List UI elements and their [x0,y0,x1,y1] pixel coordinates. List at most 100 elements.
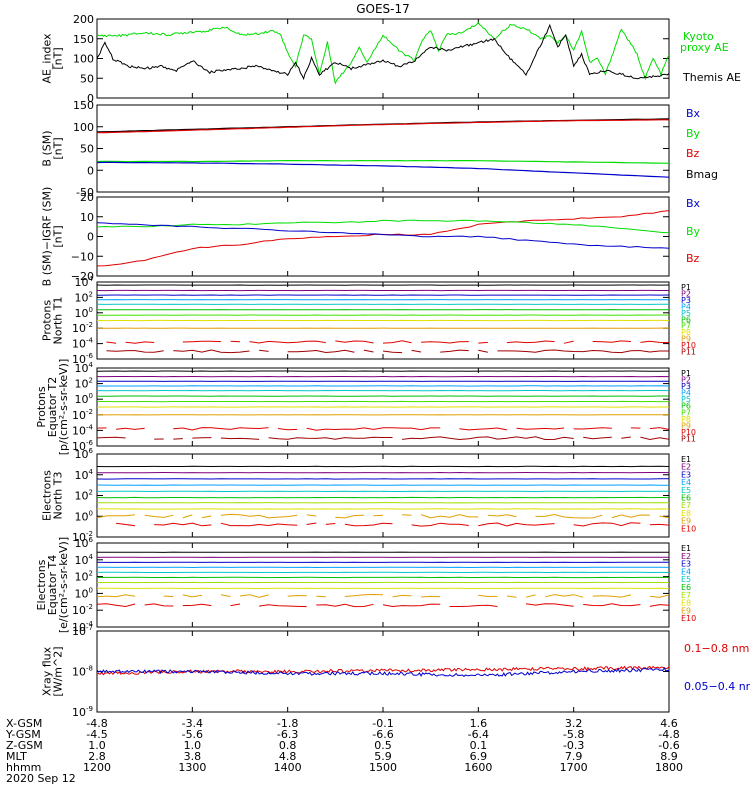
x-row-value: 1300 [178,761,206,774]
y-tick-label: 10-7 [72,624,93,638]
series-line [97,162,669,177]
y-tick-label: 100 [75,586,93,600]
y-tick-label: 100 [75,509,93,523]
channel-line [107,341,670,344]
y-axis-label: North T1 [52,297,65,345]
y-tick-label: 0 [87,164,94,177]
y-tick-label: 100 [75,306,93,320]
x-row-value: 1800 [655,761,683,774]
channel-label: E10 [681,614,696,623]
x-row-value: 1400 [274,761,302,774]
y-axis-label: [nT] [52,225,65,247]
y-tick-label: 104 [75,275,94,289]
y-tick-label: 100 [73,53,94,66]
channel-line [97,428,669,431]
date-label: 2020 Sep 12 [6,772,76,785]
y-tick-label: 10 [80,211,94,224]
plot-title: GOES-17 [356,2,410,16]
y-tick-label: −10 [71,250,94,263]
y-tick-label: 200 [73,13,94,26]
panel-data [97,552,669,607]
y-axis-label: [W/m^2] [52,646,65,696]
y-tick-label: 106 [75,447,94,461]
channel-label: E10 [681,524,696,533]
y-tick-label: 0 [87,231,94,244]
channel-line [97,604,669,607]
series-line [97,120,669,133]
y-tick-label: 150 [73,99,94,112]
y-tick-label: 10-2 [72,321,93,335]
panel-frame [97,105,669,192]
panel-frame [97,197,669,276]
x-row-value: 1600 [464,761,492,774]
series-line [97,25,669,79]
y-tick-label: 104 [75,468,94,482]
legend-entry: Bx [686,197,701,210]
panel-data [97,466,669,526]
y-tick-label: 150 [73,33,94,46]
legend-entry: By [686,127,701,140]
y-tick-label: 50 [80,72,94,85]
legend-entry: 0.05−0.4 nm [684,680,750,693]
x-row-value: 1200 [83,761,111,774]
channel-label: P11 [681,348,696,357]
legend-entry: By [686,225,701,238]
x-row-value: 1500 [369,761,397,774]
legend-entry: proxy AE [680,41,729,54]
panel-data [97,371,669,440]
y-tick-label: 104 [75,553,94,567]
y-tick-label: 10-4 [72,337,94,351]
channel-line [97,437,669,440]
y-tick-label: 10-8 [72,665,93,679]
y-tick-label: 106 [75,536,94,550]
panel-data [97,23,669,84]
legend-entry: Bz [686,252,700,265]
panel-frame [97,543,669,627]
x-row-value: 1700 [560,761,588,774]
legend-entry: 0.1−0.8 nm [684,642,749,655]
y-axis-label: [p/(cm²-s-sr-keV)] [57,359,70,456]
panel-data [97,211,669,266]
series-line [97,223,669,249]
y-axis-label: North T3 [52,472,65,520]
y-tick-label: 102 [75,570,93,584]
y-tick-label: 100 [73,121,94,134]
legend-entry: Themis AE [682,71,741,84]
y-tick-label: 50 [80,143,94,156]
y-tick-label: 10-2 [72,603,93,617]
y-tick-label: 102 [75,377,93,391]
legend-entry: Bz [686,147,700,160]
series-line [97,667,669,675]
panel-data [97,667,669,677]
y-tick-label: 102 [75,489,93,503]
y-axis-label: [nT] [52,137,65,159]
series-line [97,211,669,266]
y-tick-label: 10-4 [72,423,94,437]
y-axis-label: [e/(cm²-s-sr-keV)] [57,537,70,633]
series-line [97,23,669,84]
channel-line [107,350,670,353]
panel-data [97,119,669,177]
legend-entry: Bx [686,107,701,120]
y-axis-label: [nT] [52,47,65,69]
channel-line [116,523,669,526]
y-tick-label: 104 [75,361,94,375]
y-tick-label: 102 [75,290,93,304]
y-tick-label: 10-2 [72,408,93,422]
channel-label: P11 [681,434,696,443]
legend-entry: Bmag [686,168,718,181]
channel-line [97,514,669,518]
y-tick-label: 20 [80,191,94,204]
